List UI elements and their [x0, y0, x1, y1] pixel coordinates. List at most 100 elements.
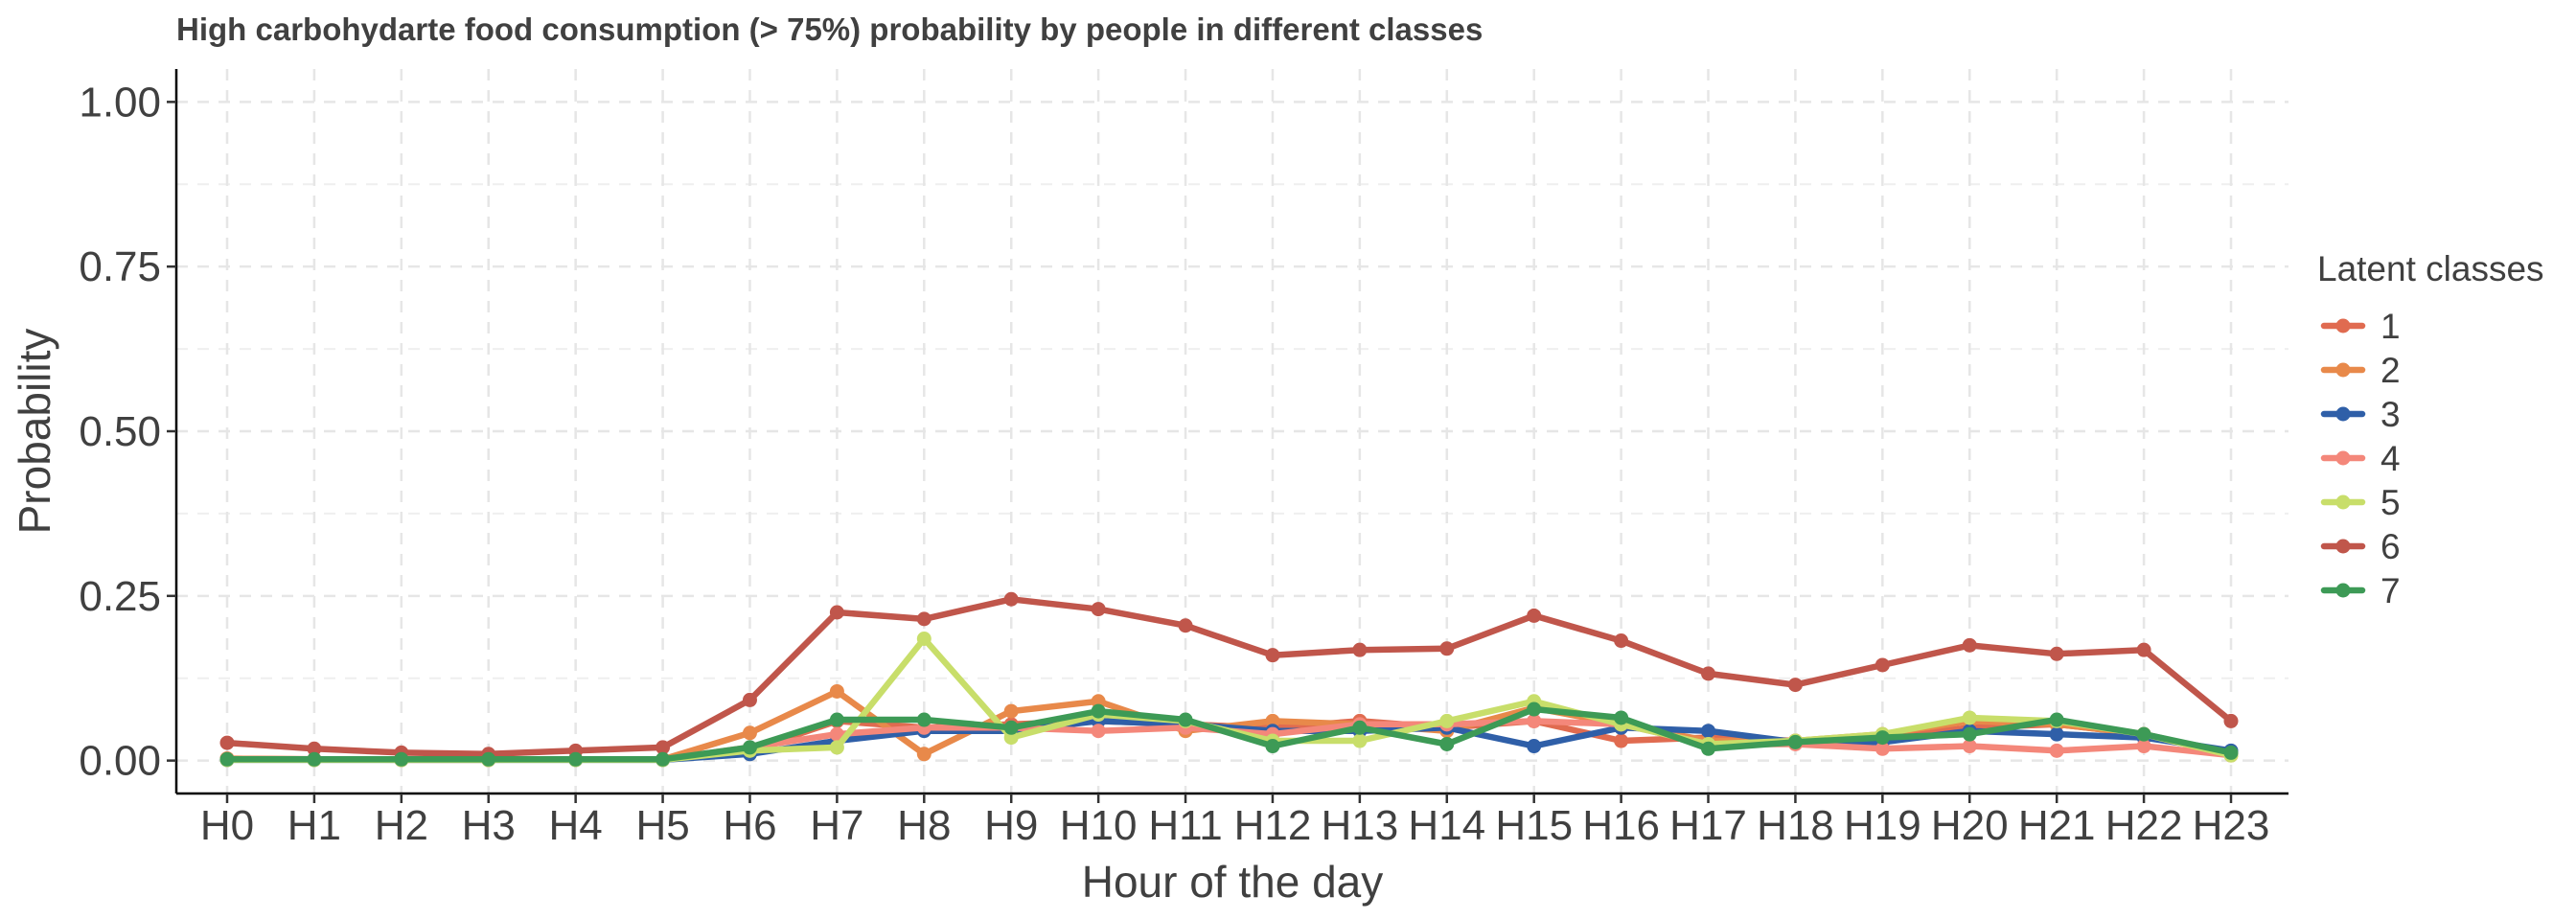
data-point: [2223, 745, 2239, 760]
data-point: [1439, 641, 1455, 656]
x-tick-label: H4: [549, 802, 603, 849]
data-point: [1701, 741, 1716, 756]
series-7: [219, 702, 2239, 767]
legend-label: 1: [2380, 307, 2401, 346]
legend-swatch-point: [2335, 539, 2351, 554]
data-point: [2136, 739, 2151, 754]
series-group: [219, 591, 2239, 768]
data-point: [2049, 743, 2064, 758]
y-tick-label: 0.00: [79, 738, 161, 785]
data-point: [1003, 720, 1019, 735]
legend-items: 1 2 3 4 5 6 7: [2320, 307, 2401, 610]
legend: Latent classes 1 2 3 4 5 6 7: [2317, 249, 2544, 610]
y-tick-label: 0.50: [79, 408, 161, 455]
data-point: [2136, 642, 2151, 657]
y-tick-label: 0.25: [79, 573, 161, 620]
data-point: [1091, 694, 1106, 709]
data-point: [829, 726, 844, 742]
grid-lines: [176, 69, 2288, 794]
data-point: [1439, 736, 1455, 751]
x-tick-label: H8: [897, 802, 951, 849]
legend-swatch-point: [2335, 406, 2351, 422]
data-point: [916, 631, 932, 646]
legend-label: 3: [2380, 395, 2401, 434]
x-tick-label: H7: [810, 802, 863, 849]
legend-item-4: 4: [2320, 439, 2401, 478]
data-point: [1874, 741, 1890, 756]
legend-title: Latent classes: [2317, 249, 2544, 288]
data-point: [916, 747, 932, 762]
x-tick-label: H1: [288, 802, 341, 849]
data-point: [1003, 703, 1019, 719]
data-point: [1178, 712, 1193, 727]
legend-item-3: 3: [2320, 395, 2401, 434]
x-tick-label: H23: [2193, 802, 2270, 849]
data-point: [1003, 730, 1019, 746]
data-point: [742, 740, 757, 755]
data-point: [1527, 713, 1542, 728]
data-point: [219, 751, 235, 767]
x-tick-label: H12: [1234, 802, 1312, 849]
data-point: [829, 740, 844, 755]
legend-item-1: 1: [2320, 307, 2401, 346]
legend-label: 2: [2380, 351, 2401, 390]
data-point: [1614, 710, 1629, 725]
data-point: [1527, 608, 1542, 623]
y-axis-title: Probability: [10, 329, 59, 535]
x-tick-label: H9: [984, 802, 1038, 849]
data-point: [1874, 657, 1890, 673]
x-tick-label: H17: [1669, 802, 1747, 849]
data-point: [1352, 733, 1368, 748]
x-tick-label: H3: [462, 802, 516, 849]
x-axis-ticks: H0 H1 H2 H3 H4 H5 H6 H7 H8 H9 H10 H11 H12 H13 H14 H15 H1…: [200, 794, 2269, 849]
data-point: [2049, 646, 2064, 661]
data-point: [1265, 648, 1280, 663]
data-point: [2049, 726, 2064, 742]
data-point: [2223, 713, 2239, 728]
data-point: [1352, 720, 1368, 735]
data-point: [1962, 637, 1977, 653]
x-tick-label: H13: [1322, 802, 1399, 849]
x-tick-label: H2: [375, 802, 428, 849]
data-point: [1439, 713, 1455, 728]
data-point: [219, 735, 235, 750]
data-point: [916, 611, 932, 627]
legend-swatch-point: [2335, 362, 2351, 378]
legend-item-6: 6: [2320, 527, 2401, 566]
legend-label: 7: [2380, 571, 2401, 610]
data-point: [829, 712, 844, 727]
x-tick-label: H11: [1148, 802, 1222, 849]
series-line: [223, 705, 2235, 763]
data-point: [742, 692, 757, 707]
legend-swatch-point: [2335, 318, 2351, 334]
x-tick-label: H5: [635, 802, 689, 849]
data-point: [307, 751, 322, 767]
x-tick-label: H6: [723, 802, 776, 849]
x-tick-label: H19: [1844, 802, 1921, 849]
data-point: [829, 605, 844, 620]
y-tick-label: 1.00: [79, 79, 161, 126]
data-point: [307, 741, 322, 756]
data-point: [1265, 739, 1280, 754]
data-point: [742, 725, 757, 741]
data-point: [1614, 733, 1629, 748]
data-point: [1091, 602, 1106, 617]
data-point: [481, 751, 496, 767]
chart-title: High carbohydarte food consumption (> 75…: [176, 12, 1483, 47]
data-point: [829, 683, 844, 699]
x-tick-label: H0: [200, 802, 254, 849]
data-point: [1527, 739, 1542, 754]
legend-label: 4: [2380, 439, 2401, 478]
y-tick-label: 0.75: [79, 243, 161, 290]
data-point: [1178, 618, 1193, 633]
data-point: [1701, 724, 1716, 739]
x-axis-title: Hour of the day: [1082, 857, 1384, 907]
legend-label: 5: [2380, 483, 2401, 522]
y-axis-ticks: 0.00 0.25 0.50 0.75 1.00: [79, 79, 176, 785]
legend-item-2: 2: [2320, 351, 2401, 390]
data-point: [1787, 678, 1803, 693]
x-tick-label: H20: [1931, 802, 2009, 849]
data-point: [656, 751, 671, 767]
data-point: [1091, 724, 1106, 739]
